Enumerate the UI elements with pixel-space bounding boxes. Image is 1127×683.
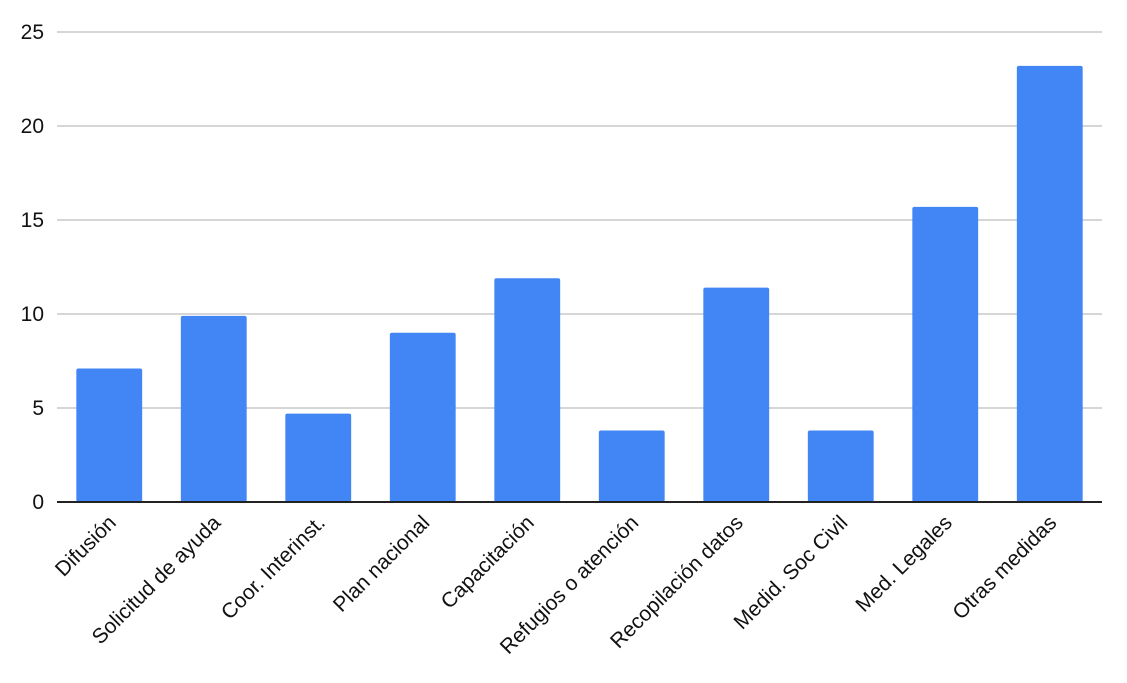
x-category-label: Medid. Soc Civil: [730, 511, 853, 634]
y-tick-label: 5: [32, 397, 44, 420]
y-tick-label: 25: [21, 21, 44, 44]
bar: [807, 430, 874, 502]
bar: [494, 278, 561, 502]
bar: [703, 287, 770, 502]
x-category-label: Capacitación: [437, 511, 539, 613]
x-category-label: Plan nacional: [329, 511, 434, 616]
y-axis-ticks: 0 5 10 15 20 25: [21, 21, 44, 514]
bars: [76, 65, 1083, 502]
x-category-label: Otras medidas: [948, 511, 1061, 624]
bar: [285, 413, 352, 502]
bar: [598, 430, 665, 502]
y-tick-label: 10: [21, 303, 44, 326]
y-tick-label: 20: [21, 115, 44, 138]
bar: [76, 368, 143, 502]
bar: [389, 332, 456, 502]
x-category-label: Med. Legales: [851, 511, 956, 616]
bar: [1016, 65, 1083, 502]
x-category-label: Difusión: [51, 511, 121, 581]
bar: [180, 315, 247, 502]
y-tick-label: 15: [21, 209, 44, 232]
bar: [912, 206, 979, 502]
y-tick-label: 0: [32, 491, 44, 514]
x-category-label: Coor. Interinst.: [217, 511, 330, 624]
